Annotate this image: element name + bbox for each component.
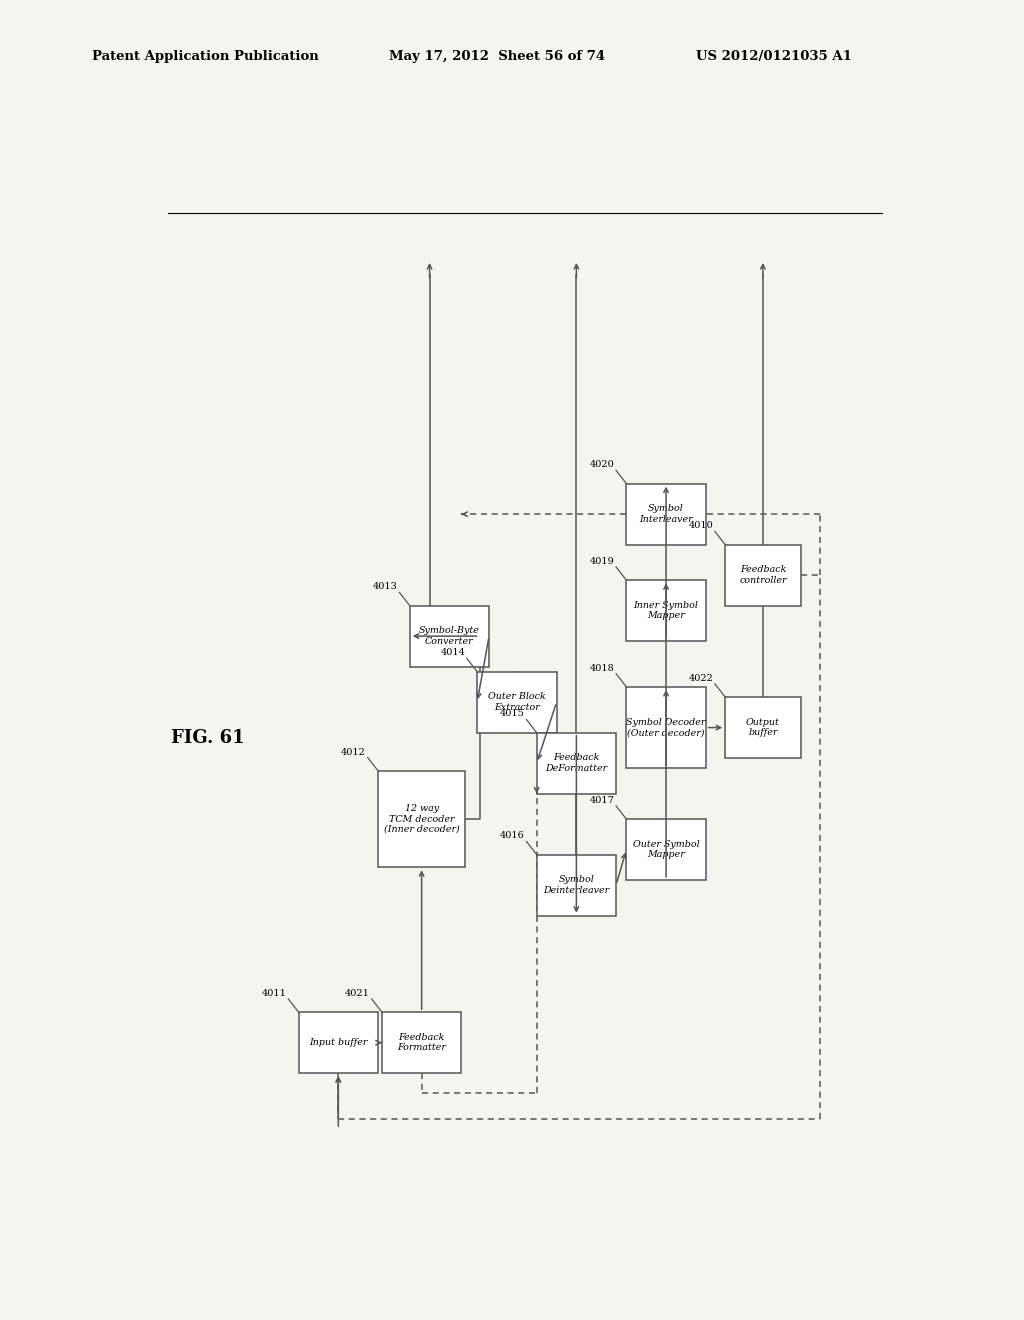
Bar — [382, 1012, 461, 1073]
Text: Feedback
DeFormatter: Feedback DeFormatter — [546, 754, 607, 772]
Text: Inner Symbol
Mapper: Inner Symbol Mapper — [634, 601, 698, 620]
Bar — [299, 1012, 378, 1073]
Bar — [627, 581, 706, 642]
Bar — [627, 818, 706, 880]
Text: 4017: 4017 — [590, 796, 614, 805]
Text: Symbol
Interleaver: Symbol Interleaver — [639, 504, 693, 524]
Text: 4021: 4021 — [345, 989, 370, 998]
Text: US 2012/0121035 A1: US 2012/0121035 A1 — [696, 50, 852, 63]
Text: Outer Symbol
Mapper: Outer Symbol Mapper — [633, 840, 699, 859]
Bar — [477, 672, 557, 733]
Text: 4010: 4010 — [688, 521, 714, 531]
Text: Feedback
controller: Feedback controller — [739, 565, 786, 585]
Bar — [537, 733, 616, 793]
Bar — [725, 545, 801, 606]
Text: Patent Application Publication: Patent Application Publication — [92, 50, 318, 63]
Bar — [627, 483, 706, 545]
Text: 4015: 4015 — [500, 709, 524, 718]
Text: 12 way
TCM decoder
(Inner decoder): 12 way TCM decoder (Inner decoder) — [384, 804, 460, 834]
Text: 4011: 4011 — [262, 989, 287, 998]
Text: 4016: 4016 — [500, 832, 524, 841]
Text: 4018: 4018 — [590, 664, 614, 673]
Bar — [378, 771, 465, 867]
Text: May 17, 2012  Sheet 56 of 74: May 17, 2012 Sheet 56 of 74 — [389, 50, 605, 63]
Text: Output
buffer: Output buffer — [745, 718, 780, 738]
Text: Symbol
Deinterleaver: Symbol Deinterleaver — [544, 875, 609, 895]
Text: 4012: 4012 — [341, 747, 367, 756]
Text: 4014: 4014 — [440, 648, 465, 657]
Text: 4019: 4019 — [590, 557, 614, 566]
Text: 4013: 4013 — [373, 582, 397, 591]
Bar — [725, 697, 801, 758]
Text: FIG. 61: FIG. 61 — [171, 729, 244, 747]
Bar — [627, 686, 706, 768]
Text: Outer Block
Extractor: Outer Block Extractor — [488, 693, 546, 711]
Text: Input buffer: Input buffer — [309, 1038, 368, 1047]
Text: Symbol-Byte
Converter: Symbol-Byte Converter — [419, 627, 480, 645]
Text: Feedback
Formatter: Feedback Formatter — [397, 1034, 446, 1052]
Text: Symbol Decoder
(Outer decoder): Symbol Decoder (Outer decoder) — [627, 718, 706, 738]
Text: 4022: 4022 — [688, 675, 714, 682]
Text: 4020: 4020 — [590, 461, 614, 470]
Bar — [410, 606, 489, 667]
Bar — [537, 854, 616, 916]
